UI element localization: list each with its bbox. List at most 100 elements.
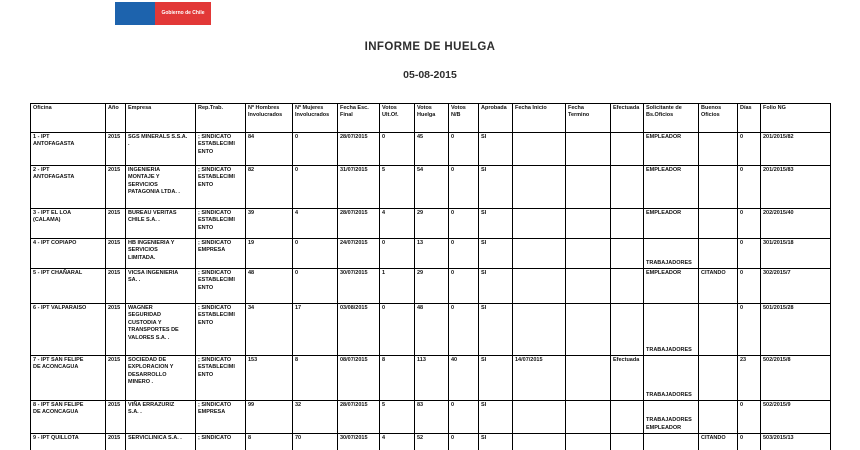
table-cell: ; SINDICATO ESTABLECIMI ENTO: [195, 268, 246, 304]
table-cell: SI: [478, 132, 513, 166]
table-cell: 23: [737, 355, 761, 401]
table-cell: ; SINDICATO ESTABLECIMI ENTO: [195, 355, 246, 401]
table-cell: Efectuada: [610, 355, 644, 401]
table-cell: 28/07/2015: [337, 208, 380, 239]
table-cell: 34: [245, 303, 293, 356]
table-cell: 0: [448, 433, 479, 450]
table-cell: 5: [379, 400, 415, 434]
table-cell: 153: [245, 355, 293, 401]
table-cell: 501/2015/28: [760, 303, 831, 356]
table-cell: 0: [292, 268, 338, 304]
logo-red-banner: Gobierno de Chile: [155, 2, 211, 25]
table-cell: [698, 303, 738, 356]
table-cell: 8 - IPT SAN FELIPE DE ACONCAGUA: [30, 400, 106, 434]
column-header: Días: [737, 103, 761, 133]
table-cell: 39: [245, 208, 293, 239]
table-cell: 31/07/2015: [337, 165, 380, 209]
column-header: Año: [105, 103, 126, 133]
table-cell: 7 - IPT SAN FELIPE DE ACONCAGUA: [30, 355, 106, 401]
table-cell: ; SINDICATO EMPRESA: [195, 400, 246, 434]
table-cell: [512, 268, 566, 304]
column-header: Fecha Termino: [565, 103, 611, 133]
table-cell: SI: [478, 433, 513, 450]
table-cell: 48: [414, 303, 449, 356]
table-cell: 30/07/2015: [337, 268, 380, 304]
table-cell: [610, 208, 644, 239]
table-cell: SI: [478, 165, 513, 209]
table-cell: INGENIERIA MONTAJE Y SERVICIOS PATAGONIA…: [125, 165, 196, 209]
table-cell: 5 - IPT CHAÑARAL: [30, 268, 106, 304]
table-cell: 0: [379, 303, 415, 356]
table-cell: [565, 238, 611, 269]
table-cell: 29: [414, 268, 449, 304]
table-cell: 19: [245, 238, 293, 269]
table-cell: 2015: [105, 208, 126, 239]
table-cell: [610, 400, 644, 434]
table-cell: 2015: [105, 268, 126, 304]
table-cell: 301/2015/18: [760, 238, 831, 269]
table-cell: HB INGENIERIA Y SERVICIOS LIMITADA.: [125, 238, 196, 269]
table-cell: 2015: [105, 433, 126, 450]
logo-text: Gobierno de Chile: [161, 9, 205, 16]
table-cell: 24/07/2015: [337, 238, 380, 269]
table-cell: 2015: [105, 400, 126, 434]
table-cell: 2015: [105, 303, 126, 356]
table-cell: [698, 400, 738, 434]
table-cell: [698, 355, 738, 401]
table-cell: 30/07/2015: [337, 433, 380, 450]
table-body: 1 - IPT ANTOFAGASTA 2015 SGS MINERALS S.S.…: [30, 132, 831, 450]
table-cell: EMPLEADOR: [643, 165, 699, 209]
column-header: Votos Huelga: [414, 103, 449, 133]
table-cell: [610, 268, 644, 304]
table-cell: 29: [414, 208, 449, 239]
table-cell: [565, 355, 611, 401]
table-cell: 0: [292, 165, 338, 209]
table-cell: [698, 165, 738, 209]
table-cell: 0: [737, 132, 761, 166]
table-cell: CITANDO: [698, 433, 738, 450]
table-cell: [565, 132, 611, 166]
table-cell: [512, 433, 566, 450]
table-cell: TRABAJADORES EMPLEADOR: [643, 400, 699, 434]
strike-report-table: Oficina Año Empresa Rep.Trab. Nº Hombres Inv…: [30, 103, 831, 450]
table-cell: 52: [414, 433, 449, 450]
table-cell: 84: [245, 132, 293, 166]
table-cell: 48: [245, 268, 293, 304]
table-cell: 70: [292, 433, 338, 450]
table-row: 5 - IPT CHAÑARAL 2015 VICSA INGENIERIA SA.…: [30, 268, 831, 304]
table-row: 2 - IPT ANTOFAGASTA 2015 INGENIERIA MONTAJ…: [30, 165, 831, 209]
table-cell: 113: [414, 355, 449, 401]
table-cell: SOCIEDAD DE EXPLORACION Y DESARROLLO MIN…: [125, 355, 196, 401]
table-cell: VIÑA ERRAZURIZ S.A. .: [125, 400, 196, 434]
table-cell: [698, 208, 738, 239]
table-cell: 0: [448, 303, 479, 356]
table-cell: 0: [737, 208, 761, 239]
table-cell: 4 - IPT COPIAPO: [30, 238, 106, 269]
table-cell: 0: [448, 132, 479, 166]
column-header: Efectuada: [610, 103, 644, 133]
table-cell: 1 - IPT ANTOFAGASTA: [30, 132, 106, 166]
table-cell: 2 - IPT ANTOFAGASTA: [30, 165, 106, 209]
table-cell: [610, 433, 644, 450]
table-cell: [512, 238, 566, 269]
table-cell: 201/2015/83: [760, 165, 831, 209]
table-row: 8 - IPT SAN FELIPE DE ACONCAGUA 2015 VIÑA …: [30, 400, 831, 434]
table-cell: [565, 268, 611, 304]
table-row: 6 - IPT VALPARAISO 2015 WAGNER SEGURIDAD C…: [30, 303, 831, 356]
table-cell: 0: [292, 238, 338, 269]
column-header: Rep.Trab.: [195, 103, 246, 133]
table-cell: VICSA INGENIERIA SA. .: [125, 268, 196, 304]
table-cell: 5: [379, 165, 415, 209]
table-cell: 4: [292, 208, 338, 239]
table-cell: SGS MINERALS S.S.A. .: [125, 132, 196, 166]
table-cell: SI: [478, 208, 513, 239]
table-cell: [698, 238, 738, 269]
table-cell: 2015: [105, 355, 126, 401]
table-cell: 14/07/2015: [512, 355, 566, 401]
table-cell: [565, 165, 611, 209]
table-cell: WAGNER SEGURIDAD CUSTODIA Y TRANSPORTES …: [125, 303, 196, 356]
column-header: Votos N/B: [448, 103, 479, 133]
table-cell: [610, 303, 644, 356]
table-cell: ; SINDICATO ESTABLECIMI ENTO: [195, 208, 246, 239]
column-header: Votos Ult.Of.: [379, 103, 415, 133]
